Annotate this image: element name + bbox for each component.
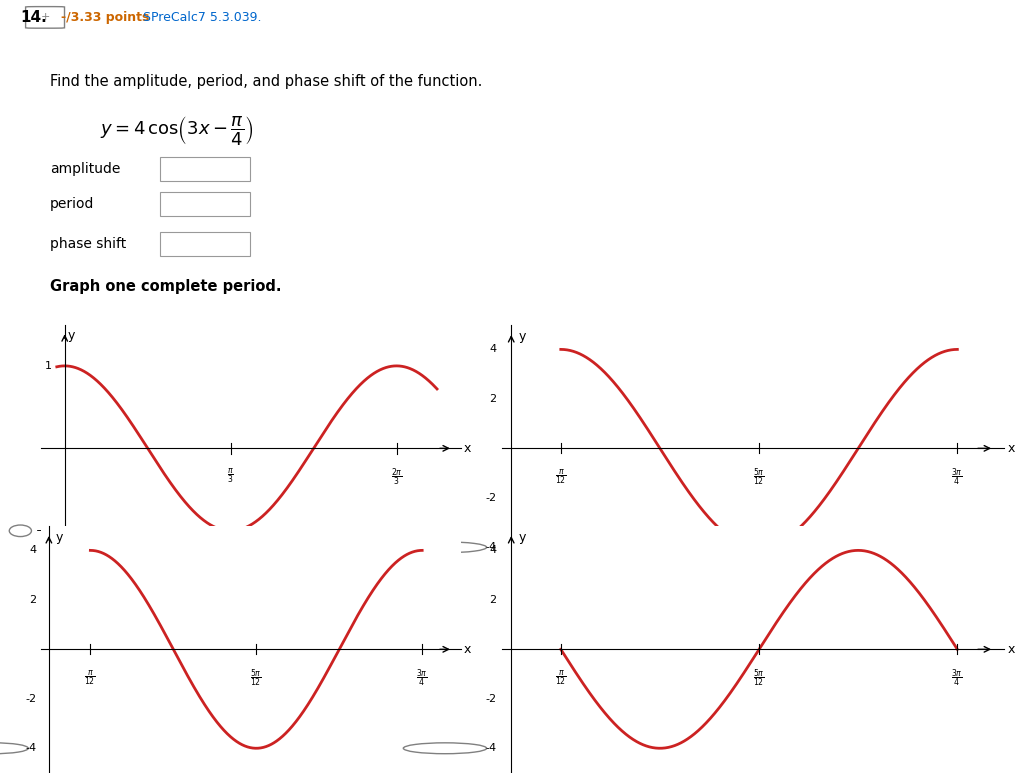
Text: 4: 4 [488, 546, 496, 555]
Text: $\frac{3\pi}{4}$: $\frac{3\pi}{4}$ [951, 467, 964, 489]
Text: -2: -2 [485, 694, 496, 703]
Text: $\frac{3\pi}{4}$: $\frac{3\pi}{4}$ [951, 668, 964, 690]
Text: x: x [1008, 442, 1015, 455]
Text: -4: -4 [485, 543, 496, 552]
FancyBboxPatch shape [160, 232, 250, 256]
Text: 4: 4 [29, 546, 36, 555]
Text: $\frac{2\pi}{3}$: $\frac{2\pi}{3}$ [391, 466, 402, 488]
Text: $\frac{3\pi}{4}$: $\frac{3\pi}{4}$ [417, 668, 428, 690]
Text: $\frac{\pi}{12}$: $\frac{\pi}{12}$ [555, 467, 566, 485]
Text: 2: 2 [29, 595, 36, 604]
Text: 2: 2 [488, 394, 496, 404]
Text: x: x [1008, 643, 1015, 656]
Text: $\frac{5\pi}{12}$: $\frac{5\pi}{12}$ [753, 467, 765, 489]
Text: −1: −1 [36, 526, 52, 536]
Text: x: x [464, 442, 471, 455]
Text: Graph one complete period.: Graph one complete period. [50, 278, 282, 294]
Text: -4: -4 [25, 744, 36, 753]
Text: $\frac{\pi}{3}$: $\frac{\pi}{3}$ [227, 466, 234, 485]
Text: -2: -2 [25, 694, 36, 703]
Text: y: y [55, 530, 62, 543]
Text: phase shift: phase shift [50, 237, 126, 250]
Text: 2: 2 [488, 595, 496, 604]
Text: y: y [519, 329, 526, 342]
Text: 14.: 14. [20, 10, 47, 25]
Text: $\frac{\pi}{12}$: $\frac{\pi}{12}$ [84, 668, 96, 686]
Text: amplitude: amplitude [50, 162, 121, 175]
Text: $\frac{5\pi}{12}$: $\frac{5\pi}{12}$ [753, 668, 765, 690]
Text: -4: -4 [485, 744, 496, 753]
Text: 4: 4 [488, 345, 496, 354]
FancyBboxPatch shape [26, 7, 65, 28]
Text: Find the amplitude, period, and phase shift of the function.: Find the amplitude, period, and phase sh… [50, 73, 482, 89]
Text: 1: 1 [45, 361, 52, 371]
Text: SPreCalc7 5.3.039.: SPreCalc7 5.3.039. [143, 11, 262, 24]
Text: y: y [519, 530, 526, 543]
Text: $y = 4\,\cos\!\left(3x - \dfrac{\pi}{4}\right)$: $y = 4\,\cos\!\left(3x - \dfrac{\pi}{4}\… [100, 114, 254, 147]
Text: y: y [68, 329, 76, 342]
FancyBboxPatch shape [160, 192, 250, 216]
Text: -2: -2 [485, 493, 496, 502]
Text: -/3.33 points: -/3.33 points [61, 11, 150, 24]
FancyBboxPatch shape [160, 157, 250, 181]
Text: period: period [50, 196, 94, 210]
Text: x: x [464, 643, 471, 656]
Text: $\frac{\pi}{12}$: $\frac{\pi}{12}$ [555, 668, 566, 686]
Text: +: + [40, 12, 50, 22]
Text: $\frac{5\pi}{12}$: $\frac{5\pi}{12}$ [250, 668, 262, 690]
